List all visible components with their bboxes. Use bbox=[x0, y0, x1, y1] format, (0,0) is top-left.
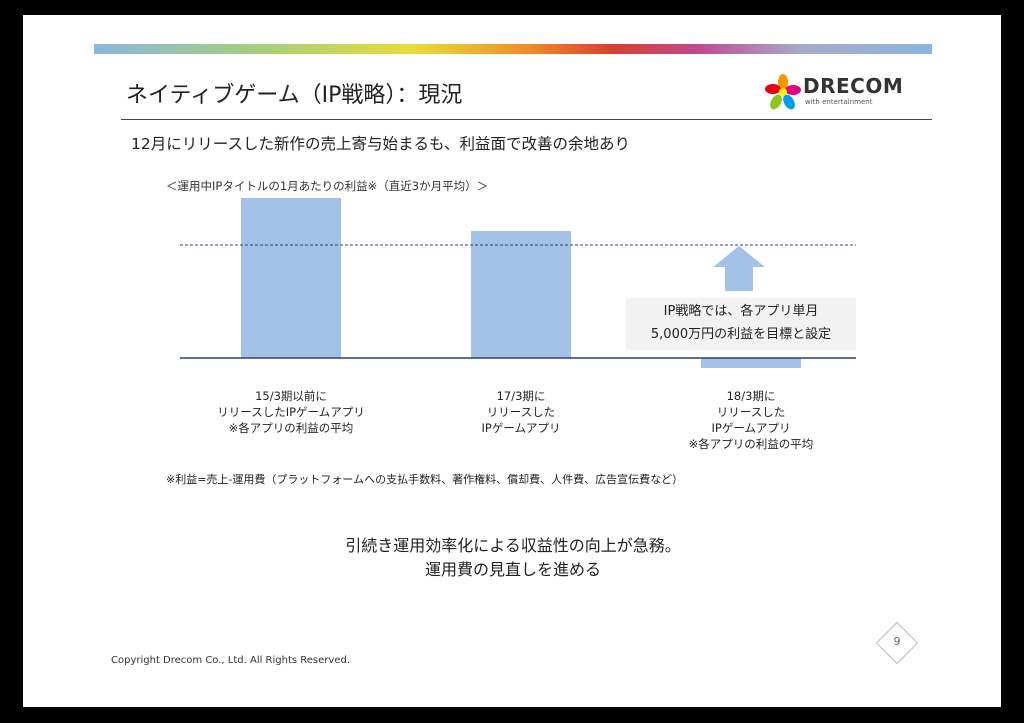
conclusion-line: 運用費の見直しを進める bbox=[424, 560, 601, 579]
category-label: 15/3期以前にリリースしたIPゲームアプリ ※各アプリの利益の平均 bbox=[196, 388, 386, 436]
category-label: 18/3期に リリースした IPゲームアプリ ※各アプリの利益の平均 bbox=[656, 388, 846, 452]
bar bbox=[701, 358, 801, 368]
category-label-line: 17/3期に bbox=[496, 389, 546, 403]
chart-title: ＜運用中IPタイトルの1月あたりの利益※（直近3か月平均）＞ bbox=[166, 179, 489, 193]
conclusion-text: 引続き運用効率化による収益性の向上が急務。 運用費の見直しを進める bbox=[273, 534, 753, 582]
category-label-line: ※各アプリの利益の平均 bbox=[228, 421, 354, 435]
category-label-line: IPゲームアプリ bbox=[711, 421, 791, 435]
annotation-line: 5,000万円の利益を目標と設定 bbox=[650, 327, 832, 342]
profit-bar-chart bbox=[180, 198, 856, 368]
category-label-line: リリースした bbox=[486, 405, 556, 419]
category-label-line: ※各アプリの利益の平均 bbox=[688, 437, 814, 451]
page-number: 9 bbox=[893, 635, 901, 648]
up-arrow-icon bbox=[713, 246, 765, 291]
slide-subtitle: 12月にリリースした新作の売上寄与始まるも、利益面で改善の余地あり bbox=[131, 135, 630, 153]
category-label: 17/3期に リリースした IPゲームアプリ bbox=[426, 388, 616, 436]
conclusion-line: 引続き運用効率化による収益性の向上が急務。 bbox=[345, 536, 681, 555]
category-label-line: 18/3期に bbox=[726, 389, 776, 403]
profit-definition-footnote: ※利益=売上-運用費（プラットフォームへの支払手数料、著作権料、償却費、人件費、… bbox=[166, 473, 684, 486]
category-label-line: 15/3期以前に bbox=[255, 389, 327, 403]
flower-logo-icon bbox=[765, 74, 801, 110]
drecom-logo: DRECOM with entertainment bbox=[765, 72, 905, 112]
slide-title: ネイティブゲーム（IP戦略）：現況 bbox=[126, 83, 463, 108]
header-gradient-bar bbox=[94, 44, 932, 54]
page-number-badge: 9 bbox=[875, 621, 919, 665]
logo-wordmark: DRECOM bbox=[803, 74, 904, 98]
category-label-line: IPゲームアプリ bbox=[481, 421, 561, 435]
category-label-line: リリースしたIPゲームアプリ bbox=[217, 405, 365, 419]
annotation-line: IP戦略では、各アプリ単月 bbox=[663, 304, 819, 319]
slide: ネイティブゲーム（IP戦略）：現況 DRECOM with entertainm… bbox=[23, 15, 1001, 707]
copyright: Copyright Drecom Co., Ltd. All Rights Re… bbox=[111, 655, 350, 666]
bar bbox=[471, 231, 571, 358]
bar bbox=[241, 198, 341, 358]
logo-tagline: with entertainment bbox=[805, 98, 873, 106]
target-annotation: IP戦略では、各アプリ単月 5,000万円の利益を目標と設定 bbox=[626, 298, 856, 350]
category-label-line: リリースした bbox=[716, 405, 786, 419]
title-divider bbox=[121, 119, 932, 120]
